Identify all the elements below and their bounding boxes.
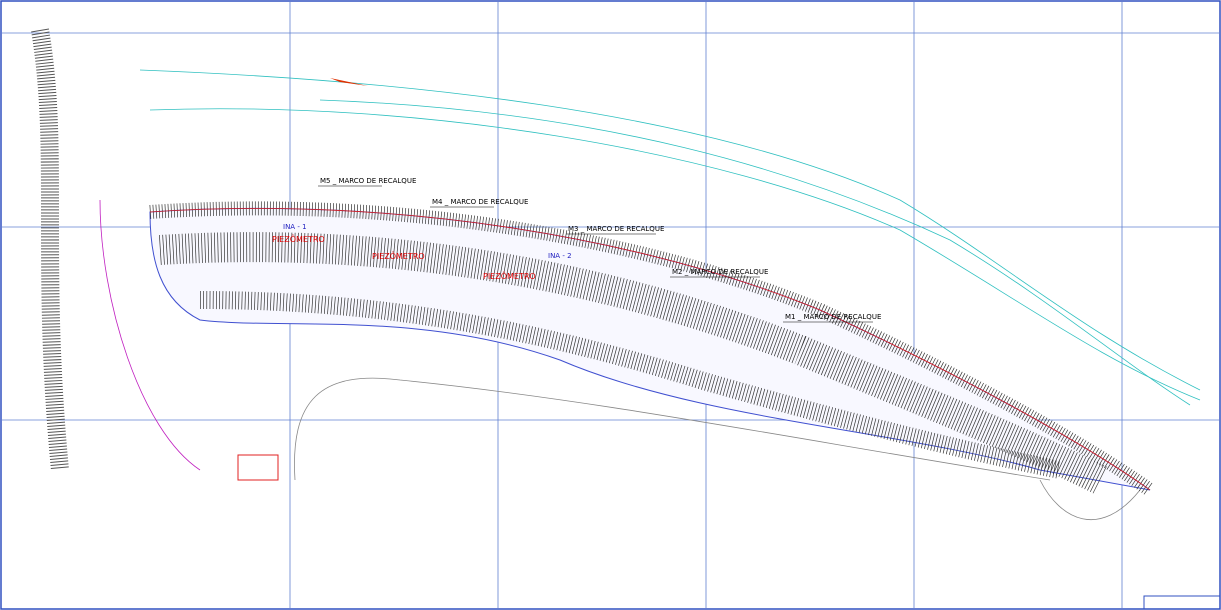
marker-label: M5 _ MARCO DE RECALQUE: [320, 177, 416, 185]
terrain-contours: [31, 28, 1201, 520]
north-arrow: [330, 78, 368, 86]
instrument-label: INA - 1: [283, 223, 307, 231]
instruments: INA - 1 INA - 2: [283, 223, 572, 260]
building: [237, 454, 279, 481]
title-block: [1143, 595, 1221, 610]
marker-label: M2 _ MARCO DE RECALQUE: [672, 268, 768, 276]
instrument-label: INA - 2: [548, 252, 572, 260]
marker-label: M1 _ MARCO DE RECALQUE: [785, 313, 881, 321]
piezometer-label: PIEZÔMETRO: [372, 250, 425, 261]
piezometers: PIEZÔMETRO PIEZÔMETRO PIEZÔMETRO: [272, 233, 536, 281]
piezometer-label: PIEZÔMETRO: [483, 270, 536, 281]
marker-label: M3 _ MARCO DE RECALQUE: [568, 225, 664, 233]
dam-embankment: [149, 201, 1155, 496]
marker-label: M4 _ MARCO DE RECALQUE: [432, 198, 528, 206]
piezometer-label: PIEZÔMETRO: [272, 233, 325, 244]
settlement-markers: M5 _ MARCO DE RECALQUE M4 _ MARCO DE REC…: [318, 177, 881, 323]
